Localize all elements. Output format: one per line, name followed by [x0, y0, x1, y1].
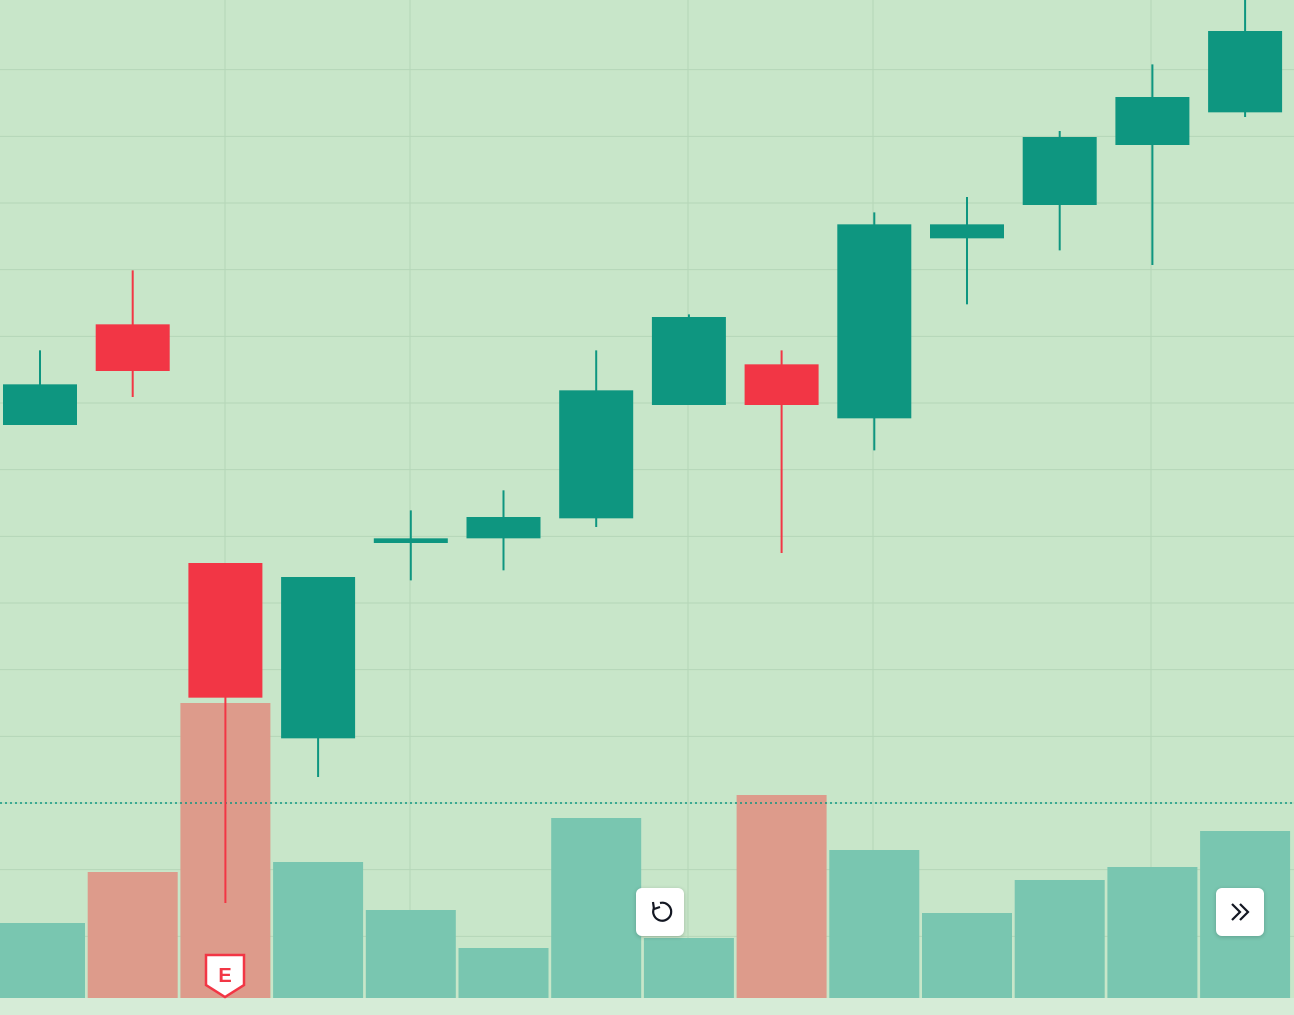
- candle-body: [95, 324, 170, 371]
- volume-bar: [1014, 880, 1105, 998]
- candle-body: [373, 538, 448, 543]
- volume-bar: [551, 818, 642, 998]
- time-axis-strip: [0, 998, 1294, 1015]
- candle-body: [930, 224, 1004, 239]
- candle-body: [466, 517, 541, 539]
- candle-body: [1208, 31, 1283, 113]
- candle-body: [837, 224, 912, 419]
- scroll-icon: [1231, 903, 1250, 921]
- volume-bar: [736, 795, 827, 998]
- event-marker-shape: [204, 953, 246, 999]
- volume-bar: [273, 862, 364, 998]
- reset-button[interactable]: [636, 888, 684, 936]
- volume-bar: [829, 850, 920, 998]
- volume-bar: [1107, 867, 1198, 998]
- scroll-right-button[interactable]: [1216, 888, 1264, 936]
- candle-body: [3, 384, 77, 425]
- volume-bar: [0, 923, 85, 998]
- candle-body: [1022, 137, 1097, 205]
- candle-body: [1115, 97, 1190, 145]
- candle-body: [188, 563, 263, 698]
- reset-icon: [651, 901, 673, 922]
- volume-bar: [643, 938, 734, 998]
- event-marker-label: E: [218, 965, 231, 987]
- volume-bar: [365, 910, 456, 998]
- candle-body: [651, 317, 726, 405]
- candle-body: [744, 364, 819, 405]
- volume-bar: [87, 872, 178, 998]
- candle-body: [281, 577, 356, 739]
- volume-bar: [458, 948, 549, 998]
- event-marker: E: [204, 953, 246, 999]
- volume-bar: [922, 913, 1012, 998]
- candle-body: [559, 390, 634, 519]
